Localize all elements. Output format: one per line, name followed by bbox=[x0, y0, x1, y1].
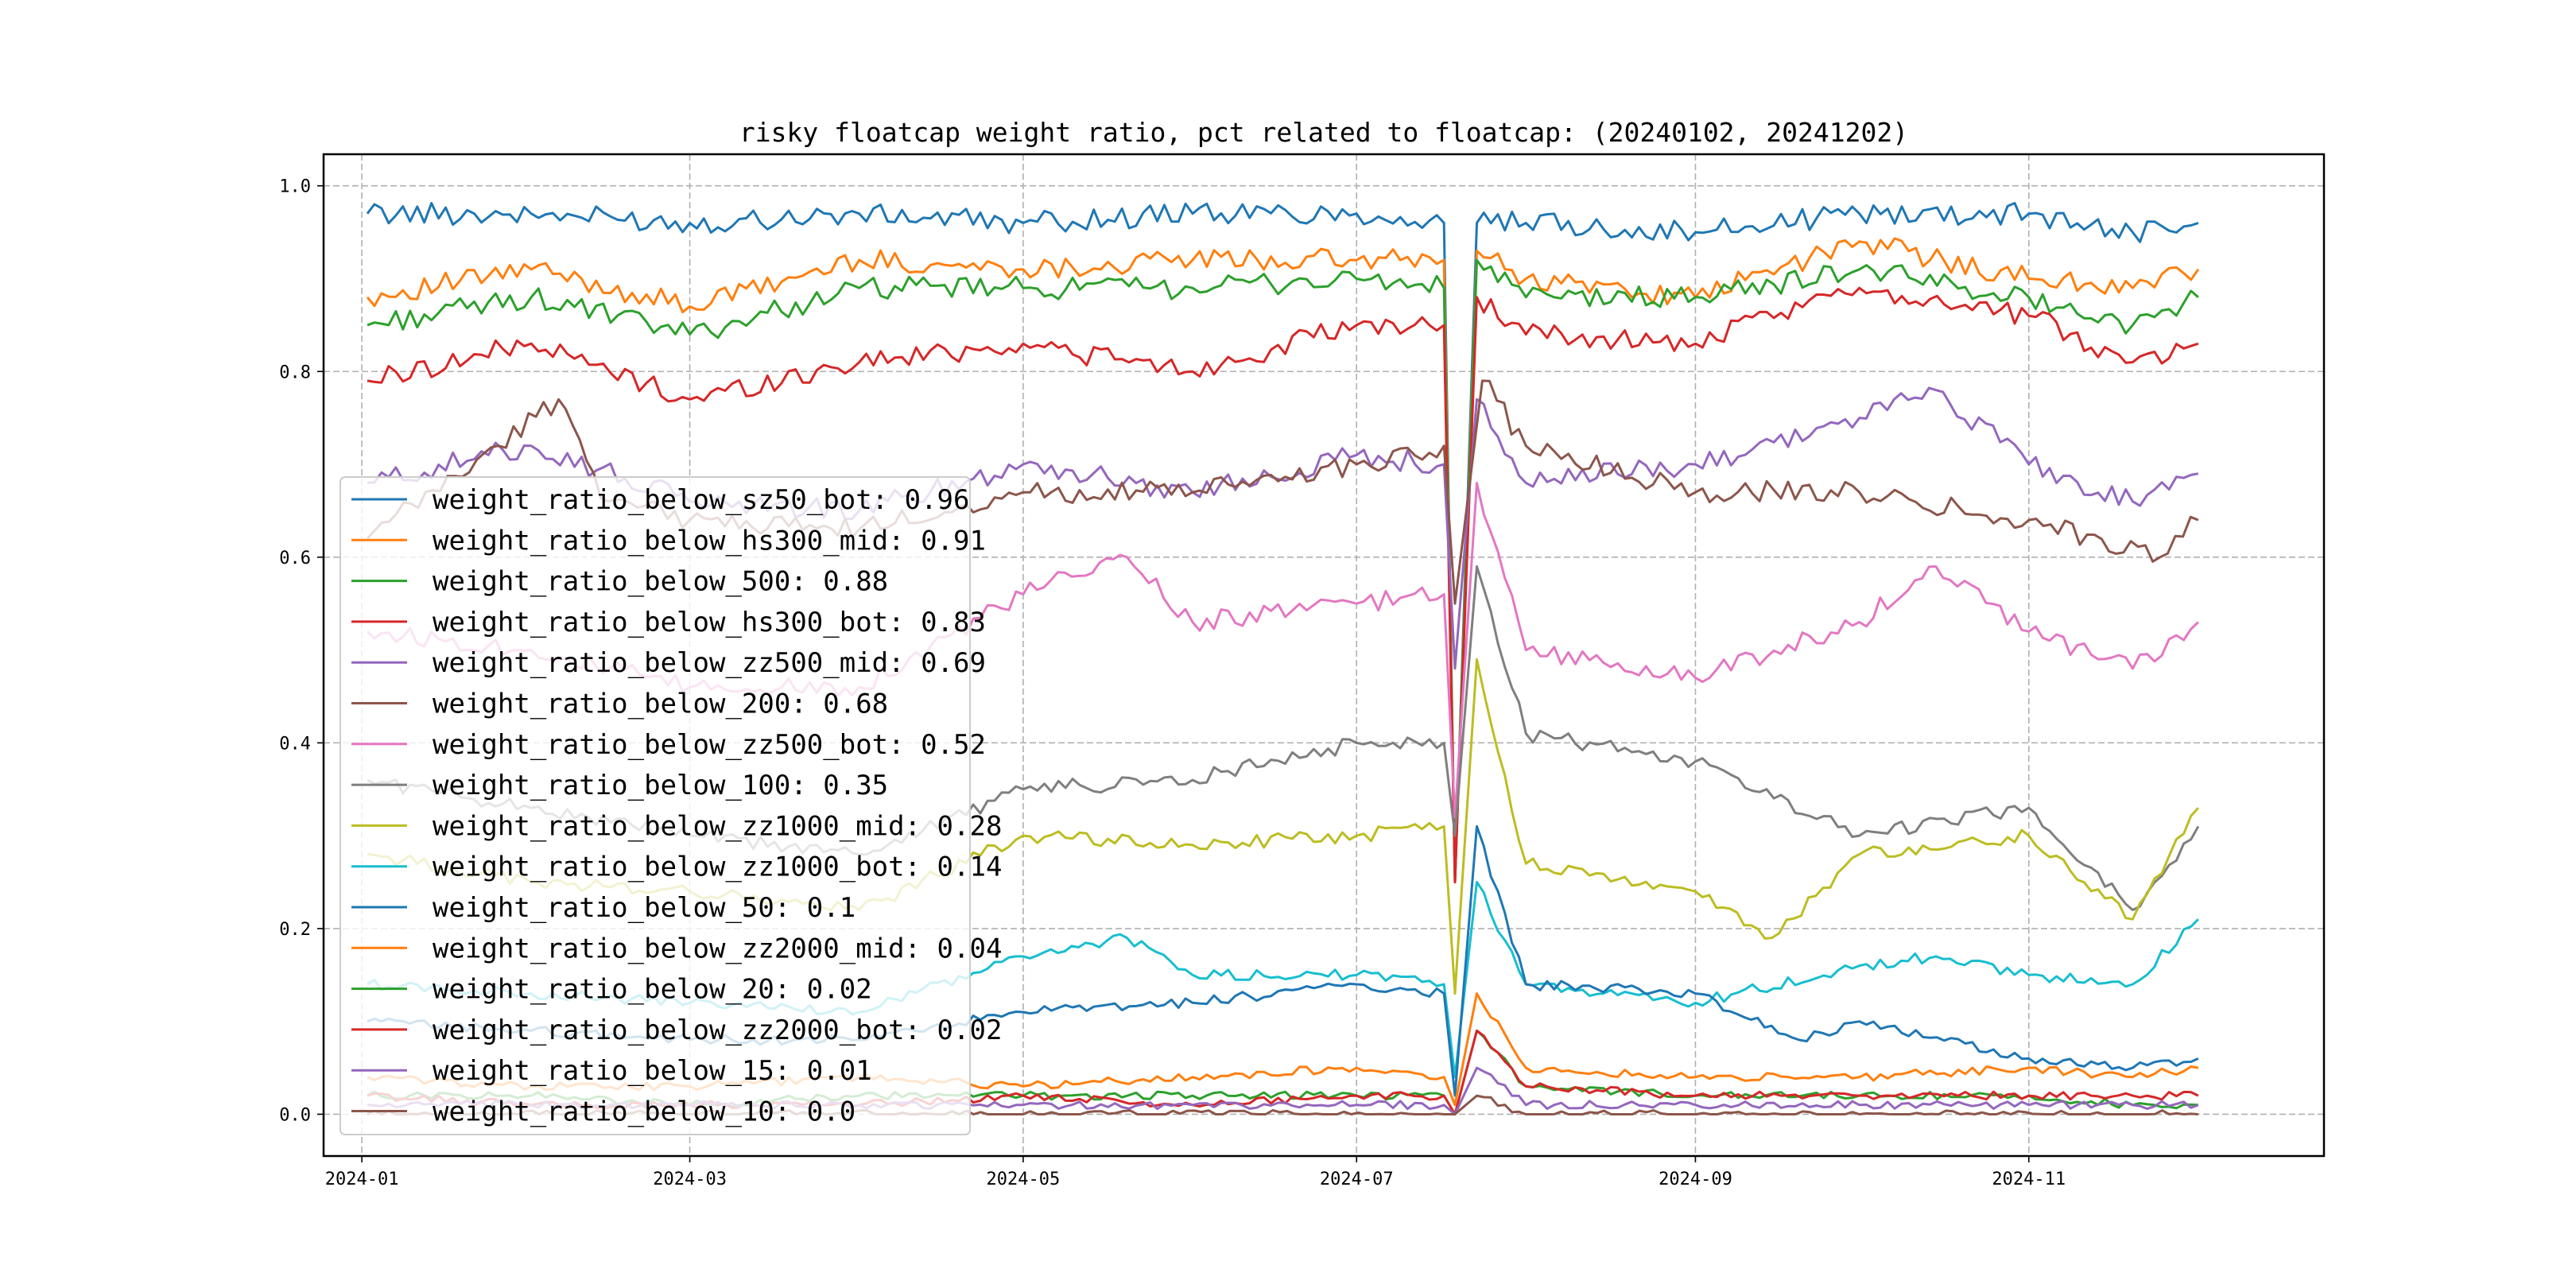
legend-box bbox=[339, 476, 971, 1135]
series-line-weight-ratio-below-sz50-bot bbox=[366, 202, 2199, 883]
y-tick-label: 0.2 bbox=[279, 920, 311, 940]
legend-entry: weight_ratio_below_20: 0.02 bbox=[433, 974, 872, 1006]
legend-entry: weight_ratio_below_10: 0.0 bbox=[433, 1096, 855, 1128]
x-tick-label: 2024-05 bbox=[987, 1170, 1061, 1189]
legend-entry: weight_ratio_below_zz1000_mid: 0.28 bbox=[433, 810, 1002, 842]
y-tick-label: 0.8 bbox=[279, 363, 311, 382]
x-tick-label: 2024-11 bbox=[1992, 1170, 2066, 1189]
legend-entry: weight_ratio_below_zz2000_mid: 0.04 bbox=[433, 933, 1002, 964]
axes: 2024-01 2024-03 2024-05 2024-07 2024-09 2024-… bbox=[279, 177, 2066, 1189]
legend-entry: weight_ratio_below_zz1000_bot: 0.14 bbox=[433, 852, 1002, 883]
legend-entry: weight_ratio_below_15: 0.01 bbox=[433, 1055, 872, 1087]
series-line-weight-ratio-below-500 bbox=[367, 258, 2199, 883]
legend-entry: weight_ratio_below_zz2000_bot: 0.02 bbox=[433, 1014, 1002, 1046]
y-tick-label: 0.6 bbox=[279, 549, 311, 568]
x-tick-label: 2024-07 bbox=[1320, 1170, 1394, 1189]
legend-entry: weight_ratio_below_200: 0.68 bbox=[433, 689, 888, 720]
x-tick-label: 2024-09 bbox=[1658, 1170, 1732, 1189]
y-tick-label: 0.0 bbox=[279, 1105, 311, 1125]
legend-entry: weight_ratio_below_zz500_bot: 0.52 bbox=[433, 729, 986, 761]
plot-frame bbox=[322, 153, 2326, 1158]
legend-entry: weight_ratio_below_500: 0.88 bbox=[433, 566, 888, 598]
x-tick-label: 2024-03 bbox=[653, 1170, 727, 1189]
legend: weight_ratio_below_sz50_bot: 0.96 weight_… bbox=[339, 476, 1002, 1135]
legend-entry: weight_ratio_below_hs300_mid: 0.91 bbox=[433, 525, 986, 557]
legend-entry: weight_ratio_below_sz50_bot: 0.96 bbox=[433, 484, 970, 516]
y-tick-label: 0.4 bbox=[279, 734, 311, 754]
legend-entry: weight_ratio_below_50: 0.1 bbox=[433, 892, 855, 924]
series-line-weight-ratio-below-hs300-mid bbox=[366, 237, 2200, 883]
y-tick-label: 1.0 bbox=[279, 177, 311, 197]
legend-entry: weight_ratio_below_hs300_bot: 0.83 bbox=[433, 607, 986, 638]
legend-entry: weight_ratio_below_zz500_mid: 0.69 bbox=[433, 647, 986, 679]
chart-title: risky floatcap weight ratio, pct related… bbox=[739, 117, 1908, 148]
legend-entry: weight_ratio_below_100: 0.35 bbox=[433, 770, 888, 801]
series-line-weight-ratio-below-hs300-bot bbox=[367, 286, 2199, 883]
x-tick-label: 2024-01 bbox=[325, 1170, 399, 1189]
